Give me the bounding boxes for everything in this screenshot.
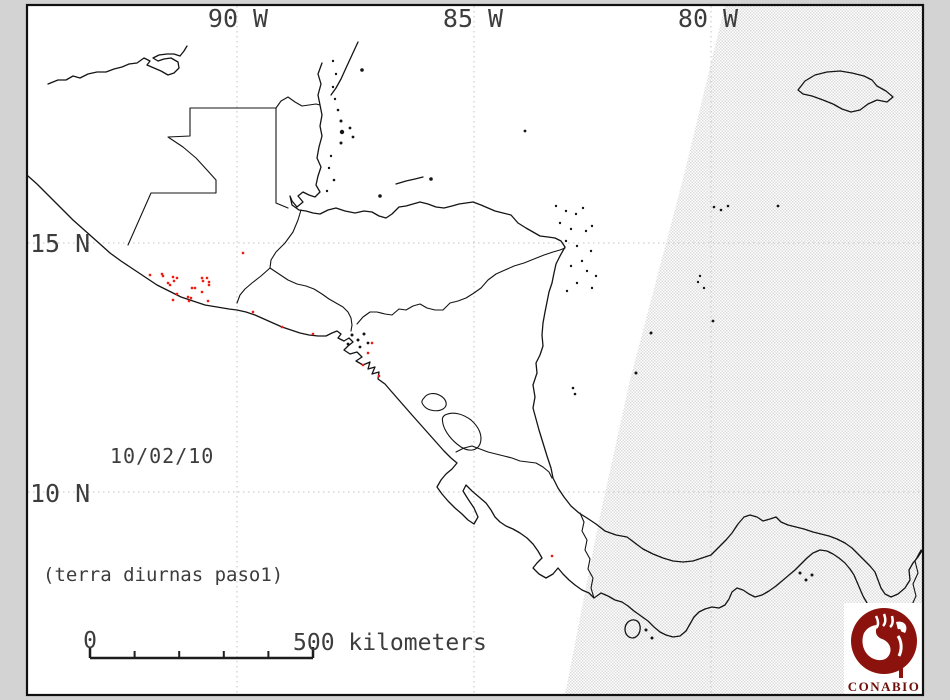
hotspot-dot	[207, 283, 211, 287]
hotspot-dot	[186, 295, 190, 299]
border-costarica-panama	[579, 512, 595, 599]
lat-label-10n: 10 N	[30, 479, 90, 508]
lon-label-90w: 90 W	[208, 4, 269, 33]
scalebar-distance-label: 500 kilometers	[293, 630, 487, 656]
border-guatemala-belize	[275, 107, 289, 209]
hotspot-dot	[175, 292, 179, 296]
lake-managua	[421, 393, 447, 412]
island-coiba	[624, 619, 641, 639]
border-nicaragua-costarica	[455, 445, 553, 479]
date-label: 10/02/10	[110, 444, 214, 468]
island-jamaica	[797, 70, 894, 113]
coast-mexico-gulf	[47, 45, 188, 85]
small-islands	[325, 59, 814, 640]
coast-pacific	[27, 175, 923, 655]
scalebar-zero-label: 0	[83, 628, 97, 654]
lon-label-80w: 80 W	[678, 4, 739, 33]
coast-caribbean	[289, 62, 924, 598]
hotspot-dot	[190, 286, 194, 290]
island-roatan	[395, 176, 424, 185]
coast-quintana-roo	[330, 41, 359, 96]
scale-bar: 0 500 kilometers	[83, 628, 487, 660]
hotspot-dot	[200, 276, 204, 280]
border-guatemala-honduras	[269, 209, 302, 269]
hotspot-dot	[241, 251, 245, 255]
hotspot-dot	[171, 275, 175, 279]
border-guatemala-elsalvador	[236, 267, 271, 304]
hotspot-dot	[187, 299, 191, 303]
lat-label-15n: 15 N	[30, 229, 90, 258]
hotspot-dot	[377, 374, 381, 378]
coastlines	[27, 41, 924, 655]
hotspot-dot	[251, 310, 255, 314]
hotspot-dot	[201, 279, 205, 283]
source-label: (terra diurnas paso1)	[43, 564, 283, 586]
graticule	[28, 6, 922, 694]
hotspot-dot	[175, 276, 179, 280]
border-mexico-belize	[275, 96, 321, 109]
hotspot-dot	[311, 332, 315, 336]
swath-shading	[565, 5, 923, 695]
hotspot-dot	[206, 299, 210, 303]
hotspot-dot	[193, 286, 197, 290]
hotspot-dot	[171, 298, 175, 302]
hotspot-dot	[361, 363, 365, 367]
border-mexico-guatemala	[127, 107, 277, 246]
border-honduras-nicaragua	[356, 247, 566, 325]
lakes	[421, 393, 482, 451]
hotspot-dot	[205, 276, 209, 280]
hotspot-dots	[148, 251, 554, 558]
lake-nicaragua	[441, 412, 482, 451]
conabio-logo: CONABIO	[844, 603, 922, 696]
border-elsalvador-honduras	[269, 267, 353, 332]
hotspot-dot	[166, 281, 170, 285]
hotspot-dot	[370, 341, 374, 345]
conabio-logo-text: CONABIO	[848, 679, 921, 694]
hotspot-dot	[148, 273, 152, 277]
hotspot-dot	[207, 280, 211, 284]
hotspot-dot	[189, 296, 193, 300]
hotspot-dot	[172, 279, 176, 283]
hotspot-dot	[280, 325, 284, 329]
hotspot-dot	[168, 283, 172, 287]
hotspot-dot	[161, 274, 165, 278]
hotspot-dot	[550, 554, 554, 558]
hotspot-dot	[366, 351, 370, 355]
map-frame	[25, 3, 925, 697]
lon-label-85w: 85 W	[443, 4, 504, 33]
hotspot-dot	[160, 272, 164, 276]
hotspot-dot	[200, 290, 204, 294]
